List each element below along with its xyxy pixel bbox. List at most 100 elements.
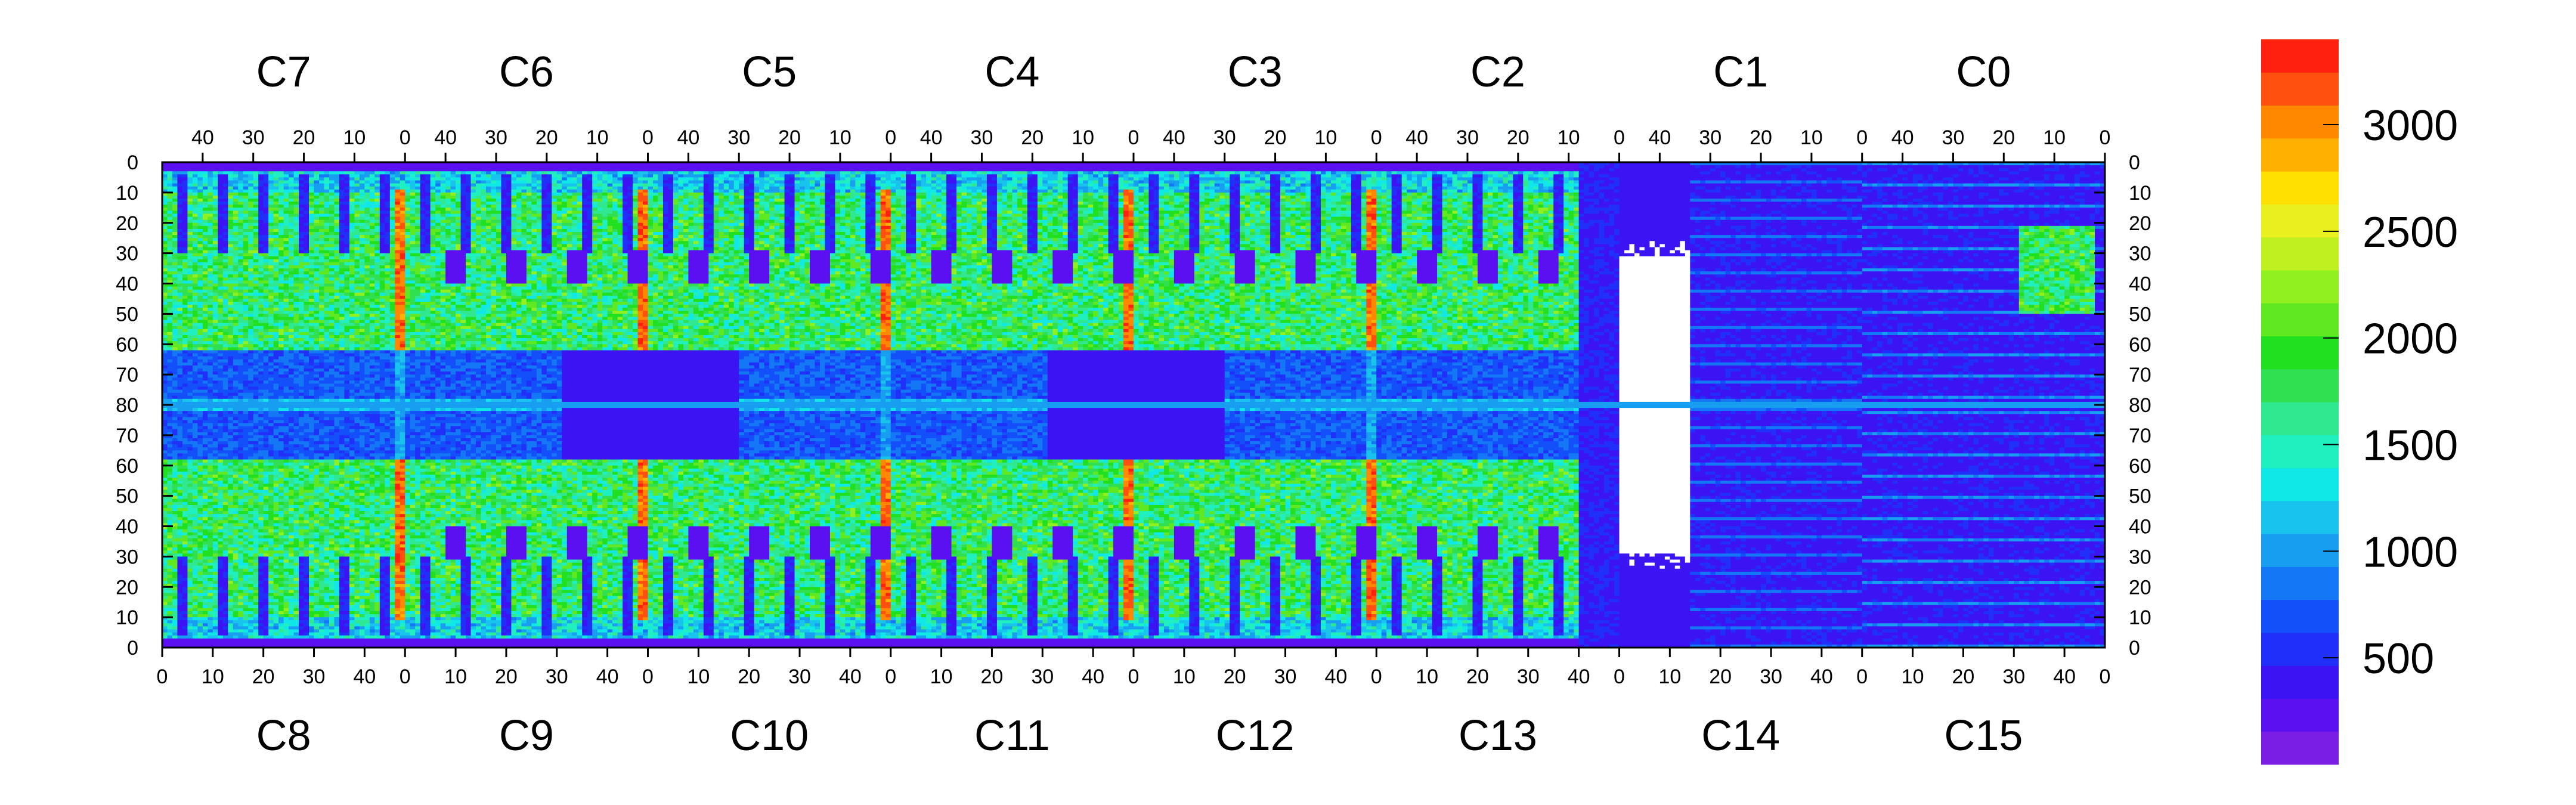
heatmap-cell: [197, 181, 203, 184]
heatmap-cell: [1589, 171, 1594, 174]
heatmap-cell: [253, 181, 259, 184]
heatmap-cell: [1822, 181, 1827, 184]
heatmap-cell: [1574, 177, 1579, 180]
heatmap-cell: [946, 174, 952, 177]
heatmap-cell: [769, 174, 775, 177]
heatmap-cell: [2090, 174, 2106, 177]
heatmap-cell: [1397, 177, 1402, 180]
heatmap-cell: [1427, 174, 1432, 177]
heatmap-cell: [1948, 184, 1953, 187]
heatmap-cell: [1453, 174, 1458, 177]
heatmap-cell: [673, 181, 679, 184]
heatmap-cell: [380, 174, 385, 177]
heatmap-cell: [1867, 174, 1893, 177]
heatmap-cell: [967, 177, 982, 180]
heatmap-cell: [197, 184, 203, 187]
heatmap-cell: [1286, 174, 1291, 177]
heatmap-cell: [1286, 181, 1291, 184]
heatmap-cell: [1407, 177, 1412, 180]
heatmap-cell: [203, 181, 208, 184]
heatmap-cell: [1038, 171, 1043, 174]
heatmap-cell: [1366, 181, 1371, 184]
heatmap-cell: [385, 184, 390, 187]
heatmap-cell: [324, 177, 330, 180]
heatmap-cell: [1412, 181, 1417, 184]
heatmap-cell: [992, 177, 997, 180]
heatmap-cell: [962, 184, 972, 187]
heatmap-cell: [451, 181, 456, 184]
heatmap-cell: [1169, 177, 1174, 180]
heatmap-cell: [1123, 171, 1129, 174]
heatmap-cell: [845, 184, 850, 187]
heatmap-cell: [238, 181, 243, 184]
heatmap-cell: [1826, 177, 1832, 180]
heatmap-cell: [962, 177, 967, 180]
heatmap-cell: [228, 181, 238, 184]
heatmap-cell: [956, 174, 962, 177]
heatmap-cell: [531, 177, 537, 180]
heatmap-cell: [739, 184, 744, 187]
heatmap-cell: [304, 181, 309, 184]
heatmap-cell: [815, 184, 820, 187]
heatmap-cell: [865, 184, 871, 187]
heatmap-cell: [1138, 184, 1148, 187]
heatmap-cell: [1462, 184, 1467, 187]
heatmap-cell: [693, 177, 699, 180]
heatmap-cell: [779, 174, 785, 177]
heatmap-cell: [1386, 171, 1392, 174]
heatmap-cell: [1179, 184, 1189, 187]
heatmap-cell: [1230, 177, 1235, 180]
heatmap-cell: [1791, 168, 1801, 171]
heatmap-cell: [1563, 184, 1579, 187]
heatmap-cell: [1265, 184, 1271, 187]
heatmap-cell: [410, 181, 416, 184]
heatmap-cell: [1918, 181, 1923, 184]
heatmap-cell: [1442, 184, 1448, 187]
heatmap-cell: [1346, 181, 1351, 184]
heatmap-cell: [835, 177, 840, 180]
heatmap-cell: [1538, 184, 1544, 187]
heatmap-cell: [1513, 174, 1518, 177]
heatmap-cell: [1594, 181, 1604, 184]
heatmap-cell: [1194, 174, 1200, 177]
heatmap-cell: [289, 174, 294, 177]
heatmap-cell: [1311, 171, 1316, 174]
heatmap-cell: [309, 181, 314, 184]
heatmap-cell: [1614, 165, 1620, 168]
heatmap-cell: [1584, 177, 1609, 180]
heatmap-cell: [602, 184, 608, 187]
heatmap-cell: [284, 184, 289, 187]
heatmap-cell: [344, 177, 349, 180]
heatmap-cell: [1407, 174, 1412, 177]
heatmap-cell: [967, 171, 972, 174]
heatmap-cell: [264, 184, 269, 187]
heatmap-cell: [1184, 171, 1190, 174]
heatmap-cell: [825, 177, 830, 180]
heatmap-cell: [167, 171, 172, 174]
heatmap-cell: [1129, 181, 1134, 184]
heatmap-cell: [370, 184, 375, 187]
heatmap-cell: [1720, 174, 1726, 177]
heatmap-cell: [719, 174, 729, 177]
heatmap-cell: [1002, 171, 1007, 174]
heatmap-cell: [1498, 181, 1503, 184]
heatmap-cell: [400, 181, 405, 184]
heatmap-cell: [936, 177, 942, 180]
heatmap-cell: [1806, 171, 1816, 174]
heatmap-cell: [1943, 184, 1949, 187]
heatmap-cell: [972, 184, 977, 187]
heatmap-cell: [405, 171, 410, 174]
heatmap-cell: [1311, 174, 1316, 177]
heatmap-cell: [602, 174, 608, 177]
heatmap-cell: [1620, 165, 1696, 168]
heatmap-cell: [1801, 168, 1807, 171]
heatmap-cell: [2024, 177, 2029, 180]
heatmap-cell: [825, 184, 835, 187]
heatmap-cell: [248, 184, 253, 187]
heatmap-cell: [1392, 184, 1402, 187]
heatmap-cell: [1240, 174, 1245, 177]
heatmap-cell: [370, 177, 375, 180]
heatmap-cell: [1240, 181, 1245, 184]
heatmap-cell: [1427, 177, 1432, 180]
heatmap-cell: [942, 171, 947, 174]
